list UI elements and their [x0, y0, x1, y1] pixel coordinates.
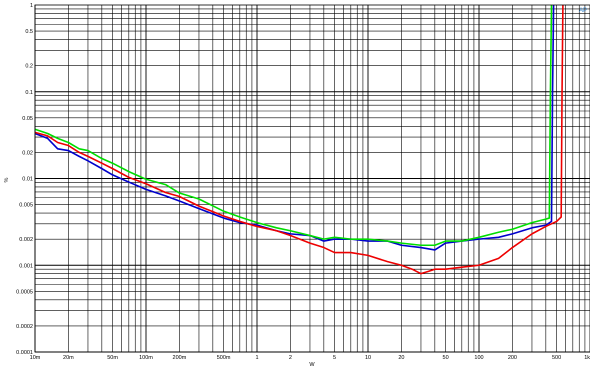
y-tick-label: 0.0002 [16, 324, 33, 330]
y-tick-label: 0.05 [22, 116, 33, 122]
y-tick-label: 0.1 [25, 90, 33, 96]
x-tick-label: 500m [217, 355, 231, 361]
chart-series [34, 4, 564, 275]
x-tick-label: 2 [289, 355, 292, 361]
plot-frame [34, 4, 590, 353]
x-tick-label: 1 [255, 355, 258, 361]
chart-grid [34, 5, 590, 353]
series-line-2 [34, 4, 553, 247]
y-tick-label: 0.0001 [16, 350, 33, 356]
x-axis-ticks: 10m 20m 50m 100m 200m 500m 1 2 5 10 20 50 100 200 500 1… [30, 355, 590, 361]
x-tick-label: 500 [552, 355, 561, 361]
y-tick-label: 0.002 [19, 237, 33, 243]
y-axis-label: % [4, 177, 10, 182]
y-tick-label: 0.001 [19, 263, 33, 269]
series-line-3 [34, 4, 564, 275]
x-tick-label: 200 [508, 355, 517, 361]
x-tick-label: 200m [173, 355, 187, 361]
y-tick-label: 1 [30, 3, 33, 9]
x-axis-label: W [309, 362, 315, 367]
y-tick-label: 0.005 [19, 203, 33, 209]
y-axis-ticks: 1 0.5 0.2 0.1 0.05 0.02 0.01 0.005 0.002 0.001 0.0… [16, 3, 33, 356]
x-tick-label: 10m [30, 355, 41, 361]
x-tick-label: 100 [474, 355, 483, 361]
x-tick-label: 20m [63, 355, 74, 361]
x-tick-label: 20 [398, 355, 404, 361]
x-tick-label: 50m [107, 355, 118, 361]
x-tick-label: 50 [443, 355, 449, 361]
y-tick-label: 0.01 [22, 177, 33, 183]
y-tick-label: 0.5 [25, 29, 33, 35]
y-tick-label: 0.02 [22, 150, 33, 156]
x-tick-label: 100m [139, 355, 153, 361]
x-tick-label: 1k [584, 355, 590, 361]
x-tick-label: 5 [333, 355, 336, 361]
x-tick-label: 10 [365, 355, 371, 361]
y-tick-label: 0.2 [25, 64, 33, 70]
corner-label: AP [579, 8, 587, 14]
y-tick-label: 0.0005 [16, 289, 33, 295]
